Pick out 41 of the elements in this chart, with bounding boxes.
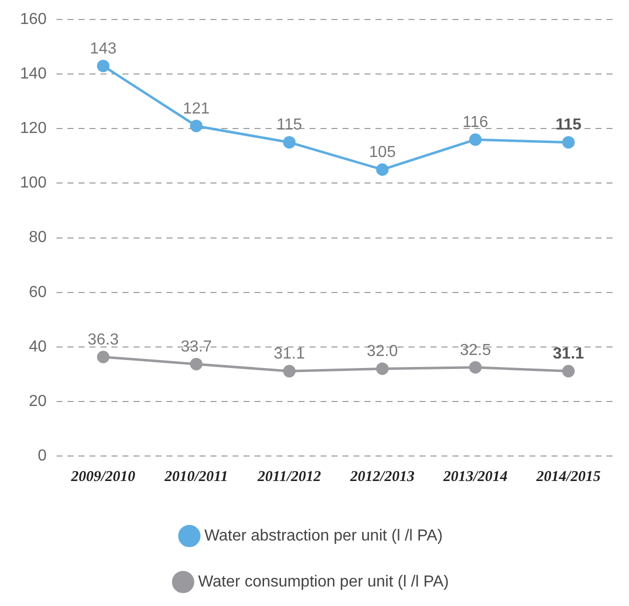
x-tick-label: 2011/2012 — [256, 468, 322, 485]
y-tick-label: 40 — [28, 338, 47, 356]
data-label: 32.5 — [460, 342, 492, 359]
point — [469, 361, 482, 374]
x-tick-label: 2009/2010 — [70, 468, 136, 485]
data-label: 32.0 — [366, 343, 398, 360]
data-label: 116 — [462, 114, 488, 132]
y-tick-label: 60 — [28, 284, 47, 301]
point — [190, 358, 203, 370]
point — [283, 136, 296, 149]
data-label: 115 — [276, 116, 302, 134]
y-tick-label: 100 — [20, 174, 47, 192]
y-tick-label: 20 — [28, 392, 47, 410]
data-label: 36.3 — [88, 331, 119, 348]
x-tick-label: 2012/2013 — [349, 468, 415, 485]
point — [190, 120, 203, 132]
point — [96, 60, 110, 72]
y-tick-label: 80 — [28, 229, 47, 246]
legend-label: Water consumption per unit (l /l PA) — [198, 573, 449, 590]
data-label: 105 — [369, 144, 396, 162]
data-label: 115 — [556, 116, 582, 134]
point — [469, 133, 482, 146]
point — [562, 364, 575, 378]
point — [562, 136, 575, 149]
y-tick-label: 0 — [38, 447, 47, 464]
data-label: 33.7 — [180, 338, 212, 356]
y-tick-label: 160 — [20, 11, 47, 28]
data-label: 31.1 — [274, 346, 305, 363]
data-label: 31.1 — [552, 346, 584, 363]
data-label: 143 — [90, 40, 117, 58]
point — [376, 362, 389, 375]
x-tick-label: 2014/2015 — [535, 468, 602, 485]
data-label: 121 — [182, 100, 210, 118]
legend-label: Water abstraction per unit (l /l PA) — [204, 527, 443, 544]
point — [376, 163, 389, 176]
y-tick-label: 120 — [20, 120, 47, 138]
x-tick-label: 2013/2014 — [442, 468, 508, 485]
x-tick-label: 2010/2011 — [164, 468, 228, 485]
y-tick-label: 140 — [20, 66, 47, 83]
point — [96, 350, 110, 364]
point — [283, 364, 296, 378]
